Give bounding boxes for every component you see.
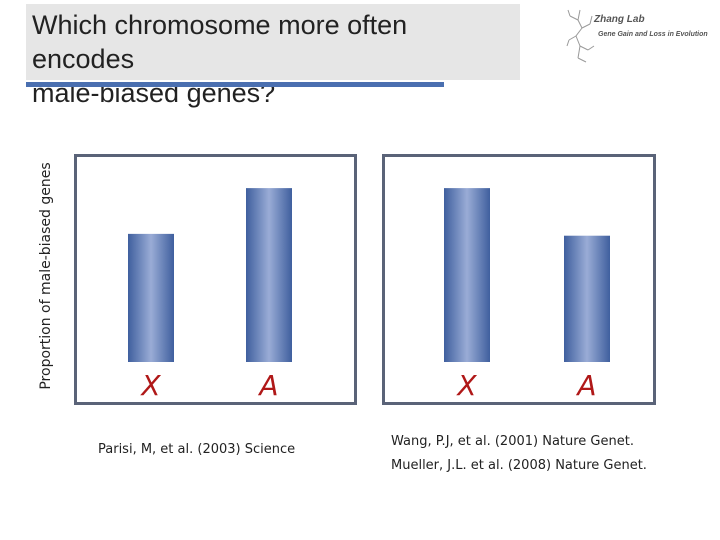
- logo-name: Zhang Lab: [594, 14, 645, 25]
- citation-right: Wang, P.J, et al. (2001) Nature Genet. M…: [391, 430, 647, 478]
- category-label-right-x: X: [455, 369, 477, 402]
- y-axis-label: Proportion of male-biased genes: [38, 162, 54, 390]
- title-underline: [26, 82, 444, 87]
- bar-right-a: [564, 235, 610, 362]
- citation-right-line-1: Wang, P.J, et al. (2001) Nature Genet.: [391, 434, 634, 449]
- category-label-left-x: X: [139, 369, 161, 402]
- logo-tagline: Gene Gain and Loss in Evolution: [598, 31, 708, 38]
- bar-left-a: [246, 188, 292, 362]
- page-title: Which chromosome more often encodes male…: [32, 8, 512, 110]
- zhang-lab-logo-graphic: [566, 9, 595, 63]
- bar-right-x: [444, 188, 490, 362]
- bar-left-x: [128, 233, 174, 362]
- category-label-right-a: A: [575, 369, 596, 402]
- citation-right-line-2: Mueller, J.L. et al. (2008) Nature Genet…: [391, 458, 647, 473]
- title-line-1: Which chromosome more often encodes: [32, 10, 408, 74]
- citation-left-line-1: Parisi, M, et al. (2003) Science: [98, 442, 296, 457]
- citation-left: Parisi, M, et al. (2003) Science: [98, 438, 295, 462]
- title-box: [26, 4, 520, 80]
- category-label-left-a: A: [257, 369, 278, 402]
